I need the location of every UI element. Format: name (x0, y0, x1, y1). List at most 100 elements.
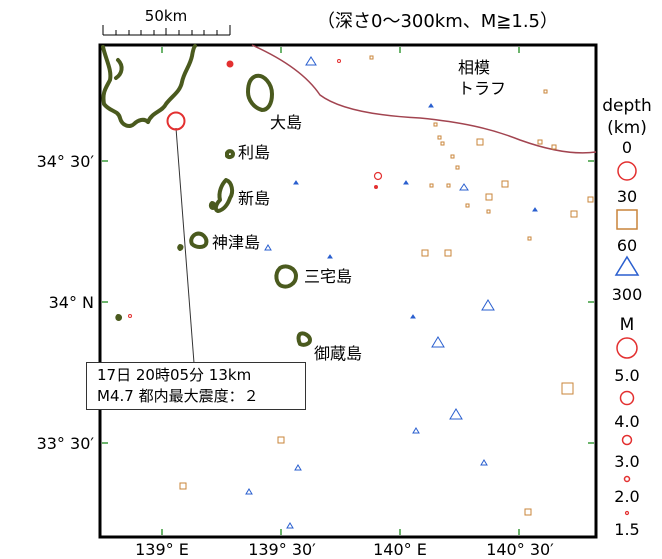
lon-label-140: 140° E (373, 540, 427, 559)
epicenter-intermediate (476, 138, 484, 146)
magnitude-symbol-2 (623, 475, 631, 483)
lon-label-139: 139° E (135, 540, 189, 559)
magnitude-symbol-1-5 (624, 510, 630, 516)
kozushima-island (189, 231, 209, 249)
small-islet-west (115, 314, 123, 321)
label-miyakejima: 三宅島 (304, 267, 352, 286)
epicenter-deep (294, 464, 302, 471)
epicenter-intermediate (537, 139, 543, 145)
epicenter-intermediate (486, 209, 491, 214)
magnitude-value-2: 2.0 (614, 487, 639, 506)
epicenter-intermediate (455, 165, 460, 170)
epicenter-deep (431, 336, 445, 348)
magnitude-value-5: 5.0 (614, 366, 639, 385)
epicenter-deep (480, 459, 488, 466)
epicenter-intermediate (444, 249, 452, 257)
depth-value-30: 30 (617, 187, 637, 206)
depth-legend: depth (km) 0 30 60 300 (602, 96, 651, 304)
epicenter-deep (327, 254, 333, 259)
epicenter-deep (264, 244, 272, 251)
map-title: （深さ0～300km、M≧1.5） (317, 11, 558, 32)
depth-legend-title: depth (602, 96, 651, 116)
epicenter-deep (245, 488, 253, 495)
epicenter-intermediate (440, 141, 445, 146)
depth-symbol-deep (614, 255, 640, 276)
depth-symbol-shallow (617, 161, 637, 181)
epicenter-shallow (374, 185, 378, 189)
epicenter-intermediate (369, 55, 374, 60)
epicenter-intermediate (446, 183, 451, 188)
lat-label-34-30: 34° 30′ (37, 152, 95, 171)
scale-bar-label: 50km (145, 7, 187, 25)
sagami-trough-line (251, 44, 597, 154)
miyakejima-island (274, 264, 298, 289)
epicenter-intermediate (527, 236, 532, 241)
label-mikurajima: 御蔵島 (314, 344, 362, 363)
annotation-line-magnitude-intensity: M4.7 都内最大震度：２ (97, 387, 259, 405)
epicenter-deep (403, 180, 409, 185)
map-frame (98, 43, 598, 539)
niijima-island (213, 178, 235, 213)
epicenter-intermediate (587, 196, 594, 203)
earthquake-annotation-box: 17日 20時05分 13km M4.7 都内最大震度：２ (86, 362, 306, 410)
magnitude-symbol-3 (621, 434, 633, 446)
magnitude-legend-title: M (620, 315, 635, 335)
epicenter-intermediate (277, 436, 285, 444)
lat-label-34: 34° N (49, 293, 94, 312)
small-islet-kozu (177, 244, 184, 251)
epicenter-intermediate (465, 203, 470, 208)
epicenter-deep (459, 183, 469, 191)
shikinejima-island (208, 201, 217, 210)
depth-value-0: 0 (622, 138, 632, 157)
epicenter-shallow (373, 171, 383, 181)
epicenter-intermediate (179, 482, 187, 490)
izu-peninsula-inner (114, 58, 124, 80)
epicenter-main-shock (166, 111, 186, 131)
annotation-leader-line (175, 127, 195, 364)
magnitude-value-4: 4.0 (614, 412, 639, 431)
epicenter-intermediate (501, 180, 509, 188)
label-trough-line1: 相模 (458, 58, 490, 77)
epicenter-deep (428, 103, 434, 108)
graticule-ticks (102, 47, 594, 535)
magnitude-value-3: 3.0 (614, 452, 639, 471)
epicenter-intermediate (524, 508, 532, 516)
epicenter-shallow (337, 59, 341, 63)
epicenters (128, 55, 594, 529)
depth-value-60: 60 (617, 236, 637, 255)
magnitude-symbol-5 (616, 337, 638, 359)
epicenter-deep (305, 56, 317, 66)
izu-peninsula-coast (101, 45, 150, 128)
epicenter-intermediate (551, 144, 557, 150)
toshima-island (225, 149, 235, 160)
lat-label-33-30: 33° 30′ (37, 434, 95, 453)
epicenter-deep (412, 427, 420, 434)
label-kozushima: 神津島 (212, 233, 260, 252)
magnitude-legend: M 5.0 4.0 3.0 2.0 1.5 (614, 315, 639, 539)
label-toshima: 利島 (238, 143, 270, 162)
depth-symbol-intermediate (616, 209, 638, 230)
epicenter-shallow (226, 60, 234, 68)
lon-label-140-30: 140° 30′ (486, 540, 554, 559)
epicenter-intermediate (450, 154, 455, 159)
magnitude-value-1-5: 1.5 (614, 520, 639, 539)
label-trough-line2: トラフ (458, 79, 506, 98)
depth-legend-unit: (km) (607, 118, 647, 138)
depth-value-300: 300 (612, 285, 643, 304)
label-niijima: 新島 (238, 189, 270, 208)
epicenter-shallow (128, 314, 132, 318)
epicenter-intermediate (561, 382, 574, 395)
epicenter-intermediate (543, 89, 548, 94)
epicenter-deep (293, 180, 299, 185)
coastlines (101, 44, 312, 347)
epicenter-deep (481, 299, 495, 311)
epicenter-deep (286, 522, 294, 529)
label-oshima: 大島 (270, 113, 302, 132)
epicenter-deep (532, 207, 538, 212)
oshima-island (246, 73, 274, 112)
epicenter-intermediate (437, 135, 442, 140)
sagami-coast (146, 44, 197, 124)
epicenter-intermediate (570, 210, 578, 218)
epicenter-intermediate (421, 249, 429, 257)
